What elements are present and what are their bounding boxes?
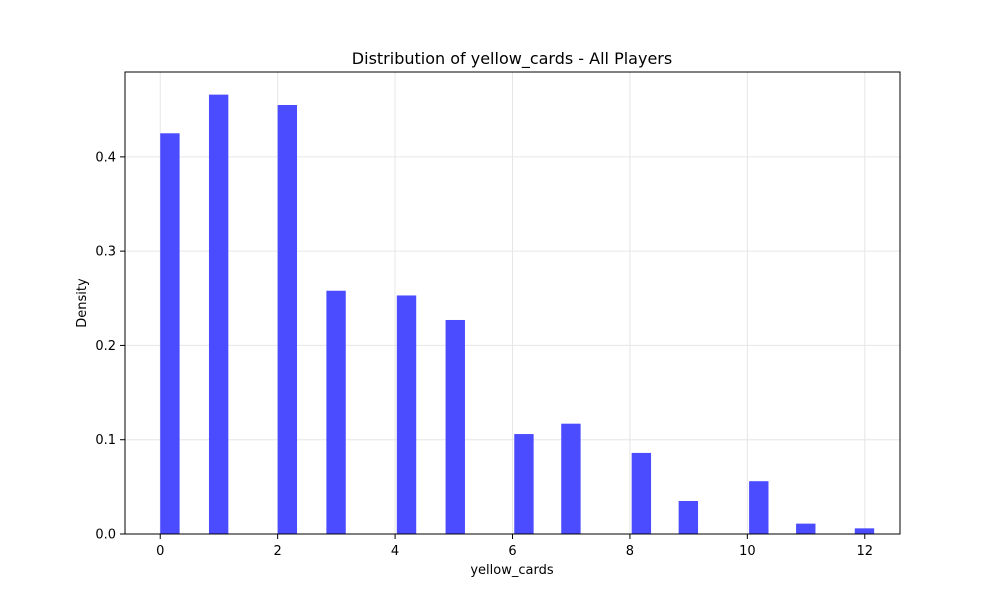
bar-10 bbox=[749, 481, 769, 534]
bar-8 bbox=[631, 452, 652, 534]
bar-0 bbox=[160, 133, 180, 535]
x-tick-label-3: 6 bbox=[508, 544, 516, 559]
x-axis-ticks: 0 2 4 6 8 10 12 bbox=[156, 534, 873, 559]
y-tick-label-4: 0.4 bbox=[95, 150, 116, 165]
y-axis-ticks: 0.0 0.1 0.2 0.3 0.4 bbox=[95, 150, 125, 543]
y-tick-label-3: 0.3 bbox=[95, 245, 116, 260]
bar-9 bbox=[678, 501, 699, 534]
bar-7 bbox=[561, 423, 581, 534]
bar-2 bbox=[277, 105, 298, 534]
bar-6 bbox=[514, 434, 534, 534]
x-tick-label-4: 8 bbox=[626, 544, 634, 559]
x-axis-label: yellow_cards bbox=[470, 563, 553, 578]
bar-12 bbox=[854, 528, 875, 534]
x-tick-label-6: 12 bbox=[856, 544, 873, 559]
bars bbox=[160, 94, 875, 535]
x-tick-label-1: 2 bbox=[274, 544, 282, 559]
bar-11 bbox=[796, 523, 816, 534]
y-tick-label-0: 0.0 bbox=[95, 528, 116, 543]
bar-3 bbox=[326, 290, 346, 534]
grid-lines bbox=[125, 72, 900, 535]
y-tick-label-2: 0.2 bbox=[95, 339, 116, 354]
bar-1 bbox=[208, 94, 229, 534]
bar-5 bbox=[445, 319, 465, 534]
bar-4 bbox=[396, 295, 417, 534]
chart-title: Distribution of yellow_cards - All Playe… bbox=[352, 49, 672, 69]
y-tick-label-1: 0.1 bbox=[95, 433, 116, 448]
x-tick-label-0: 0 bbox=[156, 544, 164, 559]
y-axis-label: Density bbox=[75, 278, 90, 328]
x-tick-label-2: 4 bbox=[391, 544, 399, 559]
x-tick-label-5: 10 bbox=[739, 544, 756, 559]
